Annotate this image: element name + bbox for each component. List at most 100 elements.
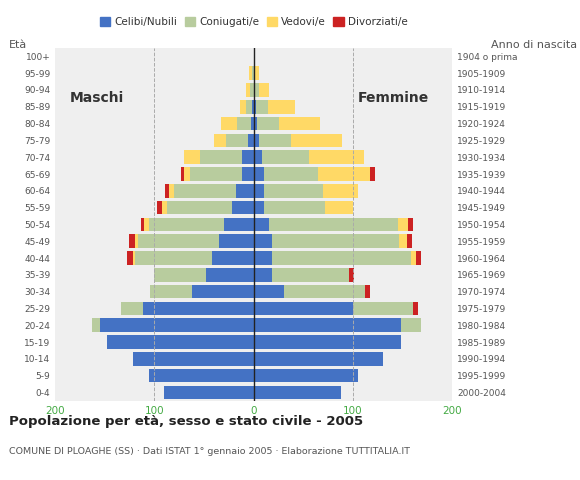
Bar: [206, 268, 254, 282]
Bar: [271, 234, 399, 248]
Bar: [398, 217, 408, 231]
Bar: [254, 150, 262, 164]
Bar: [237, 117, 251, 131]
Bar: [224, 217, 254, 231]
Bar: [256, 100, 267, 114]
Bar: [157, 201, 162, 215]
Bar: [221, 117, 237, 131]
Bar: [309, 150, 364, 164]
Bar: [264, 201, 325, 215]
Bar: [318, 167, 370, 181]
Bar: [325, 201, 353, 215]
Bar: [254, 201, 264, 215]
Bar: [254, 352, 383, 366]
Bar: [168, 201, 232, 215]
Bar: [92, 318, 100, 332]
Bar: [250, 83, 254, 97]
Bar: [226, 133, 248, 147]
Bar: [262, 150, 309, 164]
Bar: [254, 268, 271, 282]
Bar: [214, 133, 226, 147]
Bar: [254, 167, 264, 181]
Bar: [264, 184, 323, 198]
Bar: [411, 251, 416, 265]
Bar: [284, 285, 365, 299]
Bar: [254, 83, 259, 97]
Bar: [254, 184, 264, 198]
Bar: [150, 369, 254, 383]
Bar: [254, 117, 257, 131]
Text: Femmine: Femmine: [358, 91, 429, 106]
Bar: [413, 301, 418, 315]
Bar: [264, 167, 318, 181]
Bar: [242, 167, 254, 181]
Bar: [140, 217, 144, 231]
Bar: [248, 133, 254, 147]
Bar: [126, 251, 133, 265]
Bar: [254, 385, 341, 399]
Bar: [240, 100, 246, 114]
Bar: [252, 100, 254, 114]
Bar: [257, 117, 278, 131]
Bar: [162, 201, 168, 215]
Bar: [254, 100, 256, 114]
Bar: [259, 133, 291, 147]
Bar: [416, 251, 420, 265]
Bar: [254, 335, 401, 349]
Bar: [278, 117, 320, 131]
Bar: [251, 117, 254, 131]
Bar: [254, 369, 358, 383]
Bar: [271, 268, 349, 282]
Bar: [133, 251, 135, 265]
Bar: [254, 318, 401, 332]
Bar: [353, 301, 413, 315]
Bar: [181, 167, 184, 181]
Bar: [190, 167, 242, 181]
Bar: [252, 66, 254, 80]
Text: Popolazione per età, sesso e stato civile - 2005: Popolazione per età, sesso e stato civil…: [9, 415, 363, 428]
Bar: [254, 251, 271, 265]
Text: Età: Età: [9, 40, 27, 50]
Bar: [254, 133, 259, 147]
Bar: [408, 217, 413, 231]
Bar: [135, 234, 137, 248]
Bar: [219, 234, 254, 248]
Bar: [129, 234, 135, 248]
Bar: [169, 184, 174, 198]
Bar: [254, 301, 353, 315]
Bar: [249, 66, 252, 80]
Bar: [135, 251, 212, 265]
Bar: [137, 234, 219, 248]
Bar: [365, 285, 370, 299]
Bar: [144, 217, 150, 231]
Bar: [192, 285, 254, 299]
Bar: [154, 268, 206, 282]
Bar: [150, 285, 192, 299]
Bar: [150, 217, 224, 231]
Bar: [246, 100, 252, 114]
Bar: [399, 234, 407, 248]
Bar: [100, 318, 254, 332]
Bar: [200, 150, 242, 164]
Bar: [184, 150, 200, 164]
Bar: [291, 133, 342, 147]
Text: Maschi: Maschi: [70, 91, 124, 106]
Bar: [259, 83, 269, 97]
Bar: [232, 201, 254, 215]
Bar: [254, 234, 271, 248]
Bar: [236, 184, 254, 198]
Bar: [164, 385, 254, 399]
Bar: [143, 301, 254, 315]
Bar: [242, 150, 254, 164]
Bar: [184, 167, 190, 181]
Bar: [107, 335, 254, 349]
Bar: [407, 234, 412, 248]
Bar: [121, 301, 143, 315]
Bar: [269, 217, 398, 231]
Bar: [349, 268, 354, 282]
Bar: [165, 184, 169, 198]
Bar: [133, 352, 254, 366]
Bar: [174, 184, 236, 198]
Bar: [212, 251, 254, 265]
Bar: [246, 83, 250, 97]
